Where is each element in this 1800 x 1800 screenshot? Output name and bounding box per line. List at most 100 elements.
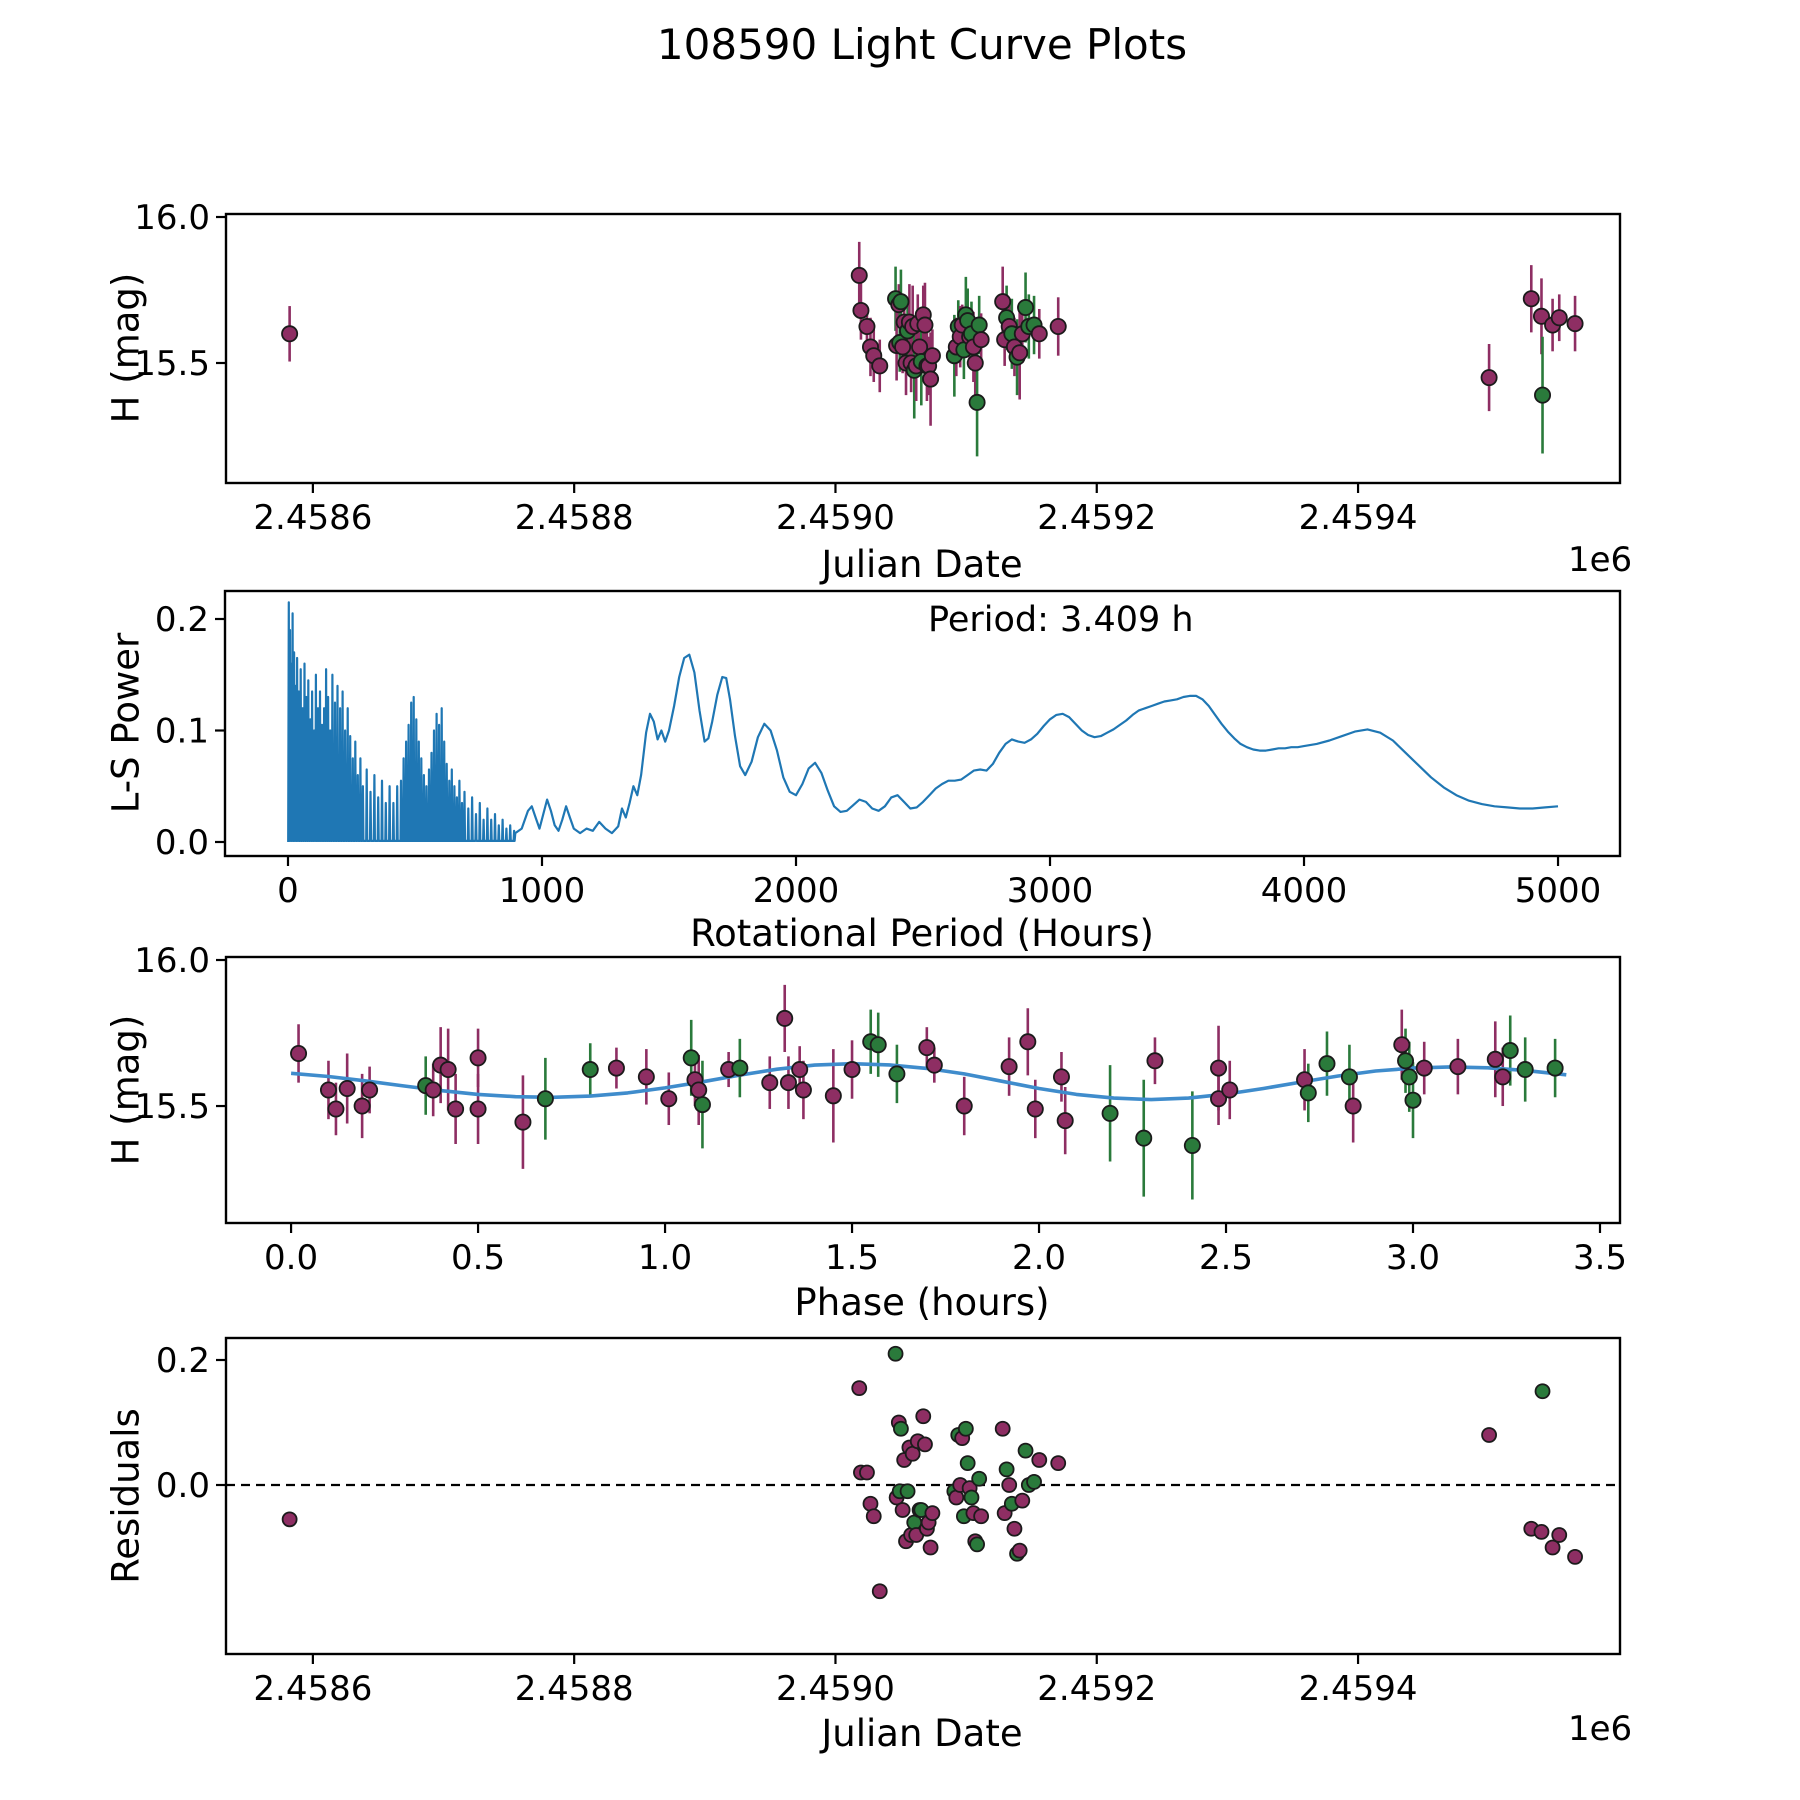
x-tick-label: 2.4590	[776, 1669, 895, 1709]
data-point	[1221, 1081, 1239, 1099]
figure-title: 108590 Light Curve Plots	[656, 20, 1188, 69]
y-tick-label: 0.0	[156, 1466, 210, 1506]
data-point	[514, 1113, 532, 1131]
residual-point	[1567, 1548, 1583, 1565]
panel-jd-mag: 2.4586 2.4588 2.4590 2.4592 2.4594 16.0 15.5	[134, 198, 1622, 538]
data-point	[1404, 1091, 1422, 1109]
data-point	[858, 317, 876, 335]
data-point	[1480, 369, 1498, 387]
data-point	[1501, 1042, 1519, 1060]
x-tick-label: 2.4594	[1299, 1669, 1418, 1709]
residual-point	[1026, 1473, 1042, 1490]
data-point	[690, 1081, 708, 1099]
x-tick-label: 5000	[1515, 871, 1602, 911]
residual-point	[894, 1502, 911, 1518]
data-point	[1019, 1033, 1037, 1051]
x-tick-label: 3000	[1007, 871, 1094, 911]
y-tick-label: 0.1	[155, 711, 209, 751]
data-point	[447, 1100, 465, 1118]
data-point	[779, 1074, 797, 1092]
residual-point	[281, 1511, 298, 1528]
x-tick-label: 0.0	[264, 1238, 318, 1278]
data-point	[869, 1036, 887, 1054]
y-tick-label: 0.2	[155, 600, 209, 640]
residual-point	[963, 1489, 980, 1506]
data-point	[970, 316, 988, 334]
residuals-xlabel: Julian Date	[821, 1712, 1023, 1755]
x-tick-label: 2.0	[1012, 1238, 1066, 1278]
residuals-axis-offset: 1e6	[1568, 1709, 1633, 1749]
data-point	[607, 1059, 625, 1077]
data-point	[925, 1056, 943, 1074]
residual-point	[1544, 1539, 1561, 1556]
data-point	[1030, 325, 1048, 343]
data-point	[1494, 1068, 1512, 1086]
x-tick-label: 0.5	[451, 1238, 505, 1278]
data-point	[1522, 290, 1540, 308]
data-point	[660, 1090, 678, 1108]
data-point	[1400, 1068, 1418, 1086]
data-point	[888, 1065, 906, 1083]
x-tick-label: 3.5	[1573, 1238, 1627, 1278]
data-point	[1318, 1055, 1336, 1073]
residual-point	[924, 1505, 941, 1522]
data-point	[794, 1081, 812, 1099]
residual-point	[851, 1380, 868, 1397]
data-point	[894, 338, 912, 356]
data-point	[319, 1081, 337, 1099]
residual-point	[1001, 1477, 1018, 1493]
residual-point	[1533, 1523, 1550, 1540]
data-point	[1135, 1129, 1153, 1147]
data-point	[1210, 1059, 1228, 1077]
x-tick-label: 0	[277, 871, 299, 911]
data-point	[1011, 344, 1029, 362]
jd-mag-xlabel: Julian Date	[821, 543, 1023, 586]
data-point	[1546, 1059, 1564, 1077]
residual-point	[959, 1455, 976, 1472]
residual-point	[915, 1408, 932, 1425]
residual-point	[922, 1539, 939, 1556]
data-point	[424, 1081, 442, 1099]
data-point	[972, 331, 990, 349]
panel-periodogram: 0 1000 2000 3000 4000 5000 0.0 0.1 0.2	[155, 589, 1622, 911]
jd-mag-ylabel: H (mag)	[104, 272, 148, 424]
residual-point	[865, 1508, 882, 1525]
data-point	[892, 293, 910, 311]
x-tick-label: 2.4586	[253, 498, 372, 538]
data-point	[469, 1100, 487, 1118]
residual-point	[1006, 1520, 1023, 1537]
y-tick-label: 0.2	[156, 1341, 210, 1381]
periodogram-xlabel: Rotational Period (Hours)	[690, 912, 1154, 955]
data-point	[281, 325, 299, 343]
x-tick-label: 2.4586	[253, 1669, 372, 1709]
data-point	[439, 1061, 457, 1079]
data-point	[682, 1049, 700, 1067]
residual-point	[1031, 1452, 1048, 1468]
jd-mag-axis-offset: 1e6	[1568, 540, 1633, 580]
residual-point	[994, 1420, 1011, 1437]
data-point	[1017, 299, 1035, 317]
data-point	[1052, 1068, 1070, 1086]
data-point	[1183, 1136, 1201, 1154]
data-point	[637, 1068, 655, 1086]
data-point	[955, 1097, 973, 1115]
data-point	[1532, 307, 1550, 325]
residual-point	[871, 1583, 888, 1600]
data-point	[923, 347, 941, 365]
x-tick-label: 3.0	[1386, 1238, 1440, 1278]
data-point	[1146, 1052, 1164, 1070]
residual-point	[917, 1436, 933, 1453]
data-point	[361, 1081, 379, 1099]
data-point	[1000, 1058, 1018, 1076]
data-point	[1393, 1036, 1411, 1054]
x-tick-label: 2.4592	[1037, 1669, 1156, 1709]
x-tick-label: 2.4588	[515, 498, 634, 538]
residual-point	[1534, 1383, 1551, 1400]
period-annotation: Period: 3.409 h	[928, 600, 1194, 640]
data-point	[916, 316, 934, 334]
x-tick-label: 1000	[499, 871, 586, 911]
residuals-ylabel: Residuals	[104, 1408, 148, 1584]
residual-point	[973, 1508, 990, 1525]
residual-point	[859, 1464, 875, 1481]
phase-ylabel: H (mag)	[104, 1014, 148, 1166]
